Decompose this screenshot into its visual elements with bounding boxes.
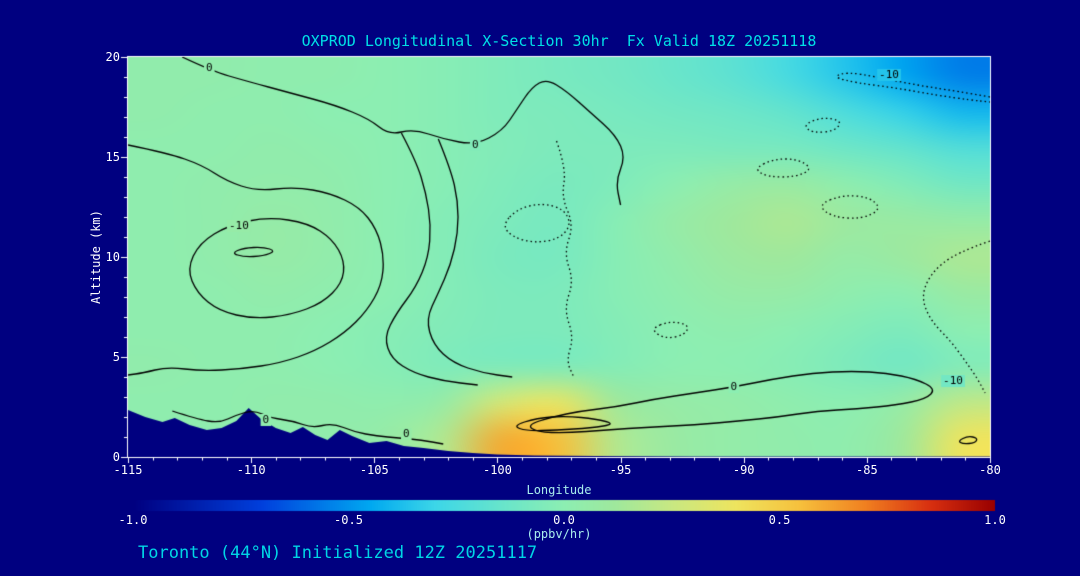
y-axis-tick-label: 10: [105, 250, 120, 264]
x-axis-tick-label: -110: [236, 463, 266, 477]
y-axis-tick-label: 0: [112, 450, 120, 464]
colorbar-tick-label: -1.0: [118, 513, 148, 527]
y-axis-tick-label: 20: [105, 50, 120, 64]
colorbar-tick-label: -0.5: [334, 513, 363, 527]
x-axis-tick-label: -95: [609, 463, 632, 477]
colorbar-units-label: (ppbv/hr): [526, 527, 592, 541]
colorbar-tick-label: 0.5: [768, 513, 791, 527]
y-axis-tick-label: 15: [105, 150, 120, 164]
colorbar-tick-label: 1.0: [984, 513, 1006, 527]
footer-caption: Toronto (44°N) Initialized 12Z 20251117: [138, 543, 538, 563]
x-axis-tick-label: -90: [732, 463, 755, 477]
x-axis-tick-label: -115: [113, 463, 143, 477]
chart-title: OXPROD Longitudinal X-Section 30hr Fx Va…: [301, 32, 817, 50]
x-axis-label: Longitude: [526, 483, 592, 497]
x-axis-tick-label: -80: [979, 463, 1001, 477]
x-axis-tick-label: -85: [856, 463, 878, 477]
x-axis-tick-label: -100: [482, 463, 512, 477]
y-axis-tick-label: 5: [112, 350, 120, 364]
colorbar-tick-label: 0.0: [553, 513, 575, 527]
x-axis-tick-label: -105: [359, 463, 389, 477]
